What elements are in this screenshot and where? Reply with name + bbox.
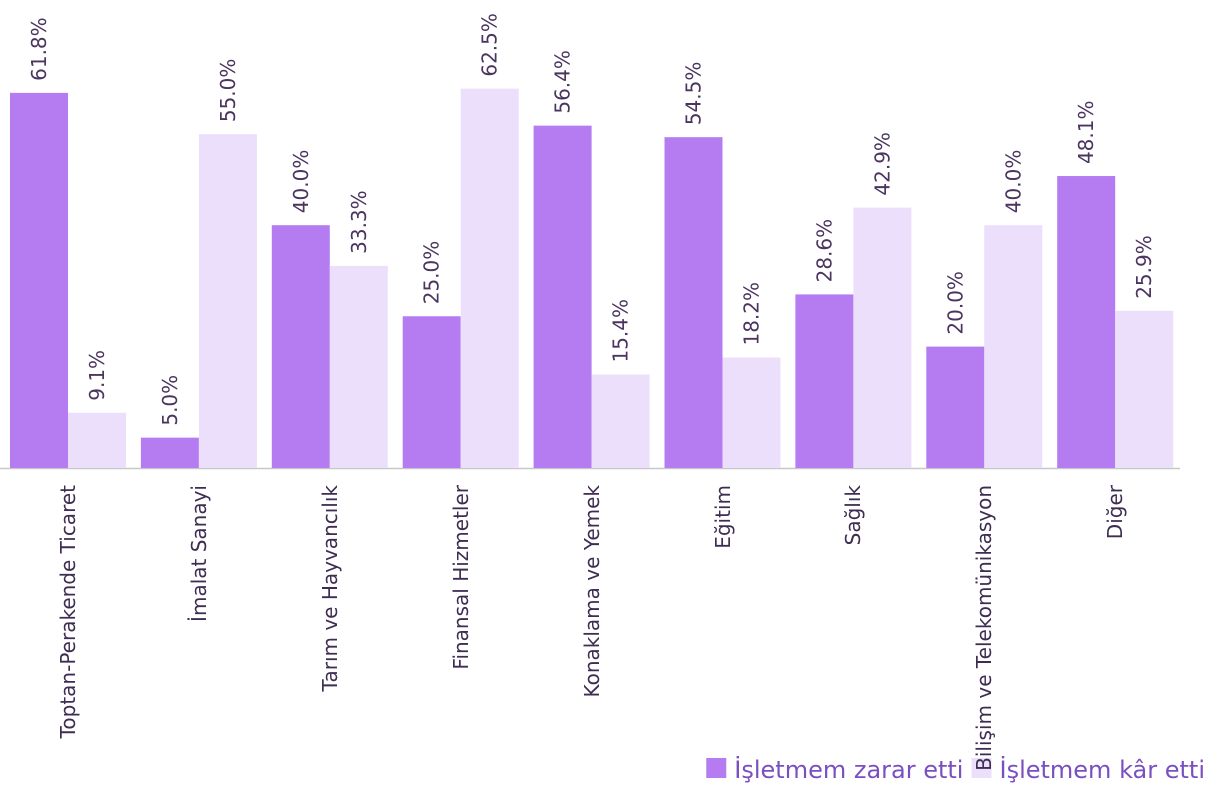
value-label: 40.0% — [1001, 150, 1025, 214]
bar — [329, 265, 388, 468]
bar — [1057, 176, 1116, 468]
bar — [402, 316, 461, 468]
value-label: 25.0% — [420, 241, 444, 305]
bar — [1115, 310, 1174, 468]
legend-swatch — [706, 758, 727, 778]
legend-label: İşletmem zarar etti — [734, 755, 963, 784]
value-label: 55.0% — [216, 59, 240, 123]
bar — [984, 225, 1043, 468]
value-label: 5.0% — [158, 375, 182, 426]
x-tick-label: Finansal Hizmetler — [448, 485, 473, 670]
value-label: 56.4% — [551, 50, 575, 114]
bar — [795, 294, 854, 468]
bar — [533, 125, 592, 468]
bar — [198, 134, 257, 468]
x-tick-label: Konaklama ve Yemek — [579, 485, 604, 698]
bar — [460, 88, 519, 468]
bar — [853, 207, 912, 469]
x-tick-label: Diğer — [1103, 485, 1128, 540]
x-tick-label: Bilişim ve Telekomünikasyon — [972, 485, 997, 771]
value-label: 18.2% — [740, 282, 764, 346]
x-tick-label: İmalat Sanayi — [186, 485, 211, 622]
value-label: 48.1% — [1074, 100, 1098, 164]
x-tick-label: Sağlık — [841, 485, 866, 546]
bar — [722, 357, 781, 468]
bar — [664, 137, 723, 468]
value-label: 9.1% — [85, 350, 109, 401]
bar — [140, 437, 199, 468]
value-label: 40.0% — [289, 150, 313, 214]
value-label: 54.5% — [682, 62, 706, 126]
bar — [68, 412, 126, 468]
value-label: 28.6% — [812, 219, 836, 283]
value-label: 20.0% — [943, 271, 967, 335]
x-tick-label: Tarım ve Hayvancılık — [317, 485, 342, 692]
bar — [271, 225, 330, 468]
bar — [591, 374, 650, 468]
legend-swatch — [971, 758, 992, 778]
bar — [10, 92, 68, 469]
value-label: 42.9% — [870, 132, 894, 196]
x-tick-label: Eğitim — [710, 485, 735, 549]
value-label: 61.8% — [27, 17, 51, 81]
x-tick-label: Toptan-Perakende Ticaret — [56, 485, 80, 739]
value-label: 62.5% — [478, 13, 502, 77]
bar — [926, 346, 985, 468]
legend-label: İşletmem kâr etti — [999, 755, 1205, 784]
value-label: 25.9% — [1132, 235, 1156, 299]
value-label: 15.4% — [609, 299, 633, 363]
value-label: 33.3% — [347, 190, 371, 254]
